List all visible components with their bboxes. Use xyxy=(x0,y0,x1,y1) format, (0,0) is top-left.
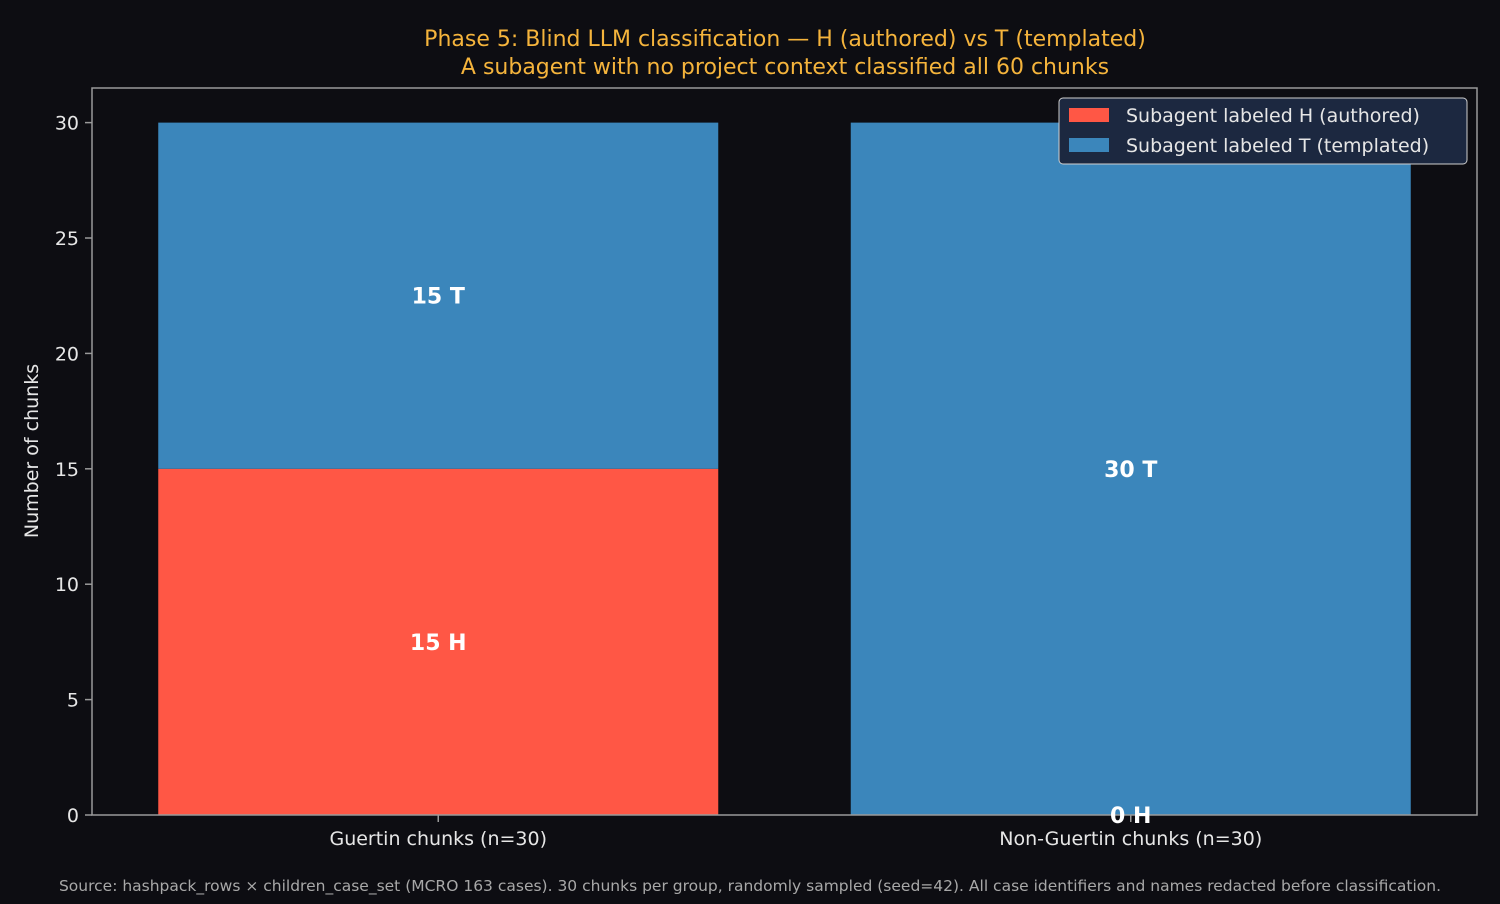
data-label: 15 T xyxy=(412,285,465,310)
chart-title: Phase 5: Blind LLM classification — H (a… xyxy=(424,27,1146,52)
y-tick-label: 15 xyxy=(55,459,79,481)
legend-swatch-1 xyxy=(1069,138,1109,152)
x-tick-label: Non-Guertin chunks (n=30) xyxy=(999,828,1262,850)
plot-area: 0 5 10 15 20 25 30 Guertin chunks (n=30) Non-Gue… xyxy=(55,87,1478,850)
bar-h-0 xyxy=(158,468,719,815)
chart-subtitle: A subagent with no project context class… xyxy=(461,55,1109,80)
legend-entry-0: Subagent labeled H (authored) xyxy=(1126,105,1420,127)
y-tick-label: 30 xyxy=(55,113,79,135)
y-tick-label: 25 xyxy=(55,228,79,250)
legend-swatch-0 xyxy=(1069,108,1109,122)
y-tick-label: 0 xyxy=(67,805,79,827)
data-label: 0 H xyxy=(1110,804,1151,829)
legend-box xyxy=(1058,97,1468,165)
footnote: Source: hashpack_rows × children_case_se… xyxy=(59,877,1441,896)
data-label: 30 T xyxy=(1104,458,1157,483)
plot-frame xyxy=(91,87,1478,816)
bar-t-1 xyxy=(850,122,1411,816)
x-tick-label: Guertin chunks (n=30) xyxy=(329,828,547,850)
data-label: 15 H xyxy=(410,631,467,656)
y-tick-label: 20 xyxy=(55,343,79,365)
y-tick-label: 5 xyxy=(67,690,79,712)
y-axis-label: Number of chunks xyxy=(21,364,43,538)
y-tick-label: 10 xyxy=(55,574,79,596)
bar-t-0 xyxy=(158,122,719,469)
legend-entry-1: Subagent labeled T (templated) xyxy=(1126,135,1429,157)
